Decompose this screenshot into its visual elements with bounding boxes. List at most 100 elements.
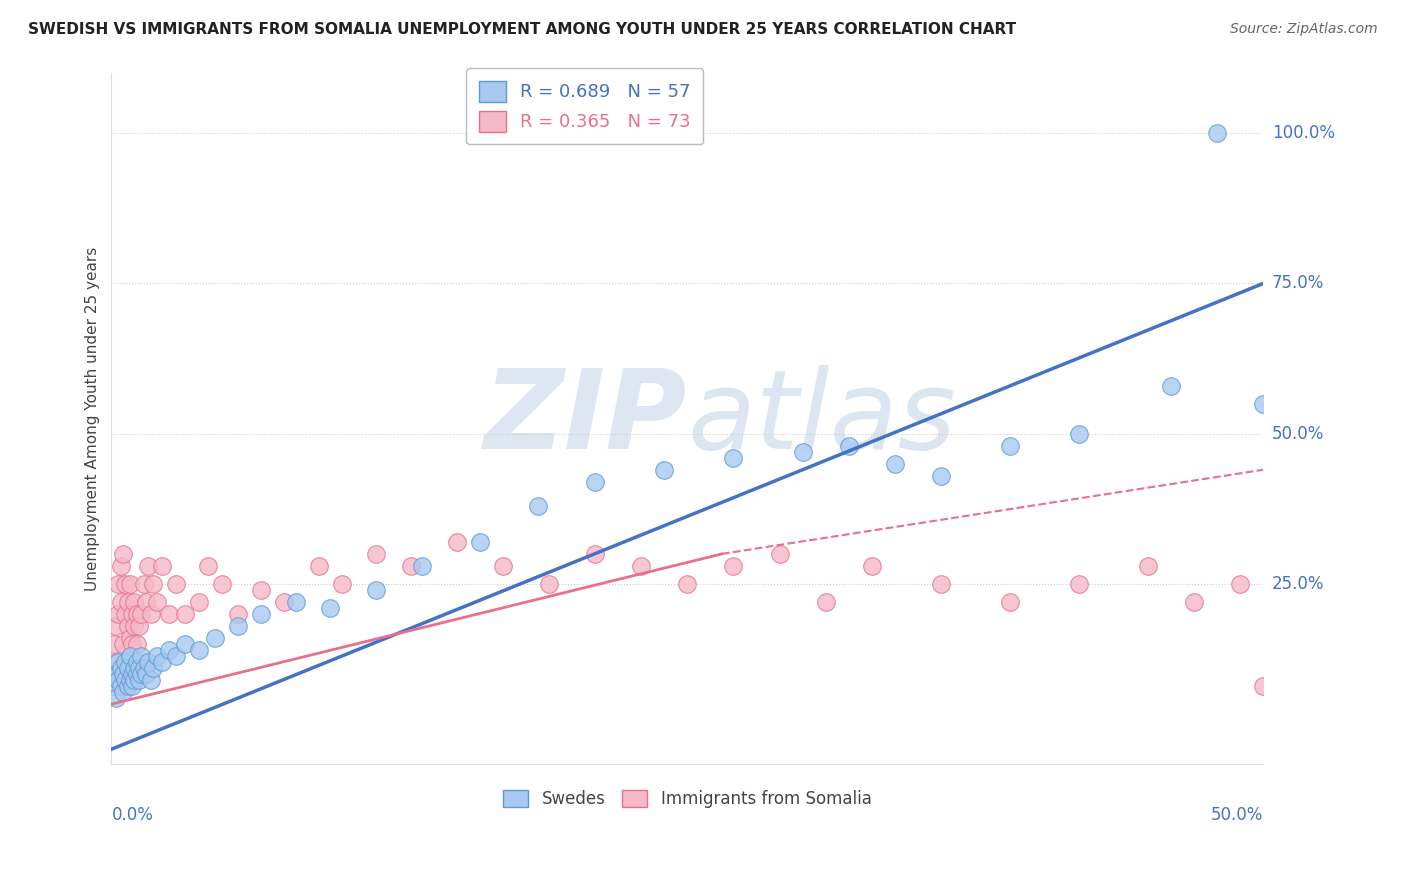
Point xyxy=(110,558,132,573)
Legend: Swedes, Immigrants from Somalia: Swedes, Immigrants from Somalia xyxy=(494,780,882,818)
Point xyxy=(142,577,165,591)
Text: 100.0%: 100.0% xyxy=(1272,124,1334,142)
Point xyxy=(250,607,273,621)
Point xyxy=(1206,126,1229,140)
Y-axis label: Unemployment Among Youth under 25 years: Unemployment Among Youth under 25 years xyxy=(86,246,100,591)
Point xyxy=(124,673,146,687)
Point xyxy=(107,655,129,669)
Point xyxy=(103,679,125,693)
Point xyxy=(929,468,952,483)
Point xyxy=(814,595,837,609)
Point xyxy=(165,649,187,664)
Point xyxy=(125,607,148,621)
Point xyxy=(1182,595,1205,609)
Point xyxy=(446,534,468,549)
Point xyxy=(174,607,197,621)
Point xyxy=(111,685,134,699)
Point xyxy=(1253,396,1275,410)
Point xyxy=(128,619,150,633)
Point xyxy=(131,607,153,621)
Point xyxy=(132,577,155,591)
Point xyxy=(197,558,219,573)
Point xyxy=(118,649,141,664)
Point xyxy=(188,595,211,609)
Point xyxy=(330,577,353,591)
Point xyxy=(1275,558,1298,573)
Point xyxy=(150,655,173,669)
Point xyxy=(492,558,515,573)
Point xyxy=(105,655,128,669)
Point xyxy=(211,577,233,591)
Point xyxy=(998,439,1021,453)
Point xyxy=(107,577,129,591)
Point xyxy=(128,661,150,675)
Point xyxy=(103,637,125,651)
Point xyxy=(121,607,143,621)
Point xyxy=(121,637,143,651)
Point xyxy=(105,619,128,633)
Point xyxy=(768,547,790,561)
Point xyxy=(136,655,159,669)
Text: 0.0%: 0.0% xyxy=(111,805,153,823)
Point xyxy=(226,619,249,633)
Point xyxy=(1067,577,1090,591)
Point xyxy=(157,607,180,621)
Point xyxy=(111,637,134,651)
Point xyxy=(139,607,162,621)
Text: Source: ZipAtlas.com: Source: ZipAtlas.com xyxy=(1230,22,1378,37)
Point xyxy=(118,631,141,645)
Text: SWEDISH VS IMMIGRANTS FROM SOMALIA UNEMPLOYMENT AMONG YOUTH UNDER 25 YEARS CORRE: SWEDISH VS IMMIGRANTS FROM SOMALIA UNEMP… xyxy=(28,22,1017,37)
Point xyxy=(630,558,652,573)
Point xyxy=(103,667,125,681)
Point xyxy=(150,558,173,573)
Point xyxy=(411,558,433,573)
Point xyxy=(188,643,211,657)
Text: 50.0%: 50.0% xyxy=(1272,425,1324,442)
Point xyxy=(174,637,197,651)
Point xyxy=(131,667,153,681)
Point xyxy=(146,649,169,664)
Point xyxy=(366,547,388,561)
Point xyxy=(226,607,249,621)
Point xyxy=(125,637,148,651)
Point xyxy=(526,499,548,513)
Point xyxy=(157,643,180,657)
Point xyxy=(125,655,148,669)
Point xyxy=(114,607,136,621)
Point xyxy=(273,595,295,609)
Point xyxy=(1067,426,1090,441)
Point xyxy=(399,558,422,573)
Point xyxy=(723,558,745,573)
Text: 25.0%: 25.0% xyxy=(1272,575,1324,593)
Point xyxy=(284,595,307,609)
Text: atlas: atlas xyxy=(688,365,956,472)
Point xyxy=(1137,558,1160,573)
Point xyxy=(107,607,129,621)
Point xyxy=(135,595,157,609)
Point xyxy=(121,679,143,693)
Point xyxy=(792,444,814,458)
Point xyxy=(165,577,187,591)
Point xyxy=(118,673,141,687)
Point xyxy=(583,475,606,489)
Point xyxy=(105,667,128,681)
Point xyxy=(107,673,129,687)
Point xyxy=(117,595,139,609)
Point xyxy=(676,577,699,591)
Point xyxy=(583,547,606,561)
Text: ZIP: ZIP xyxy=(484,365,688,472)
Point xyxy=(105,691,128,706)
Point xyxy=(125,667,148,681)
Point xyxy=(111,547,134,561)
Point xyxy=(998,595,1021,609)
Point xyxy=(114,673,136,687)
Point xyxy=(366,582,388,597)
Point xyxy=(131,649,153,664)
Point xyxy=(117,619,139,633)
Point xyxy=(117,679,139,693)
Text: 75.0%: 75.0% xyxy=(1272,275,1324,293)
Point xyxy=(110,661,132,675)
Point xyxy=(118,577,141,591)
Point xyxy=(139,673,162,687)
Point xyxy=(124,619,146,633)
